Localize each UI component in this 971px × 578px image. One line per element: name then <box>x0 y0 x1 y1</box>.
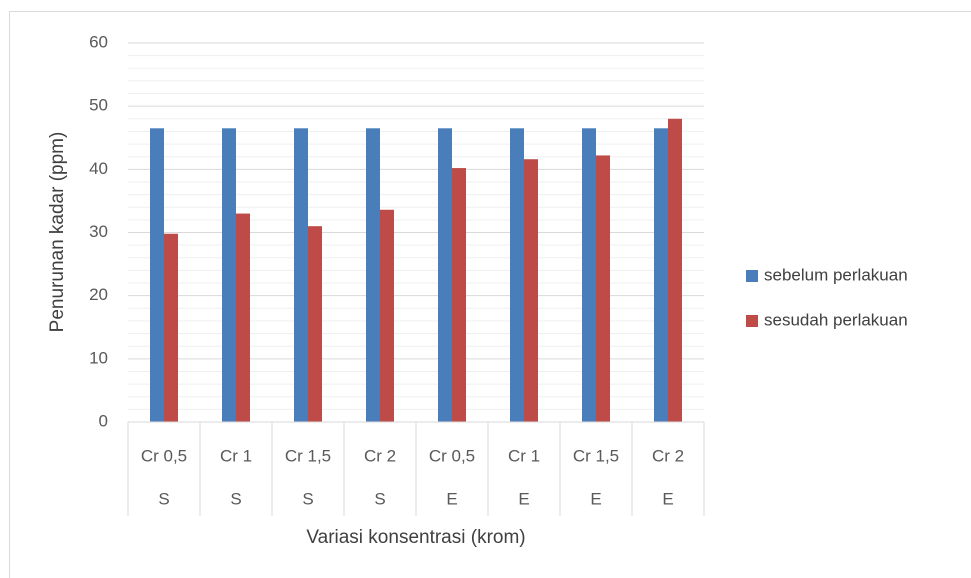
bar-sebelum <box>438 128 452 422</box>
bar-sesudah <box>380 209 394 422</box>
bar-sesudah <box>164 233 178 422</box>
x-group-label: S <box>230 489 241 508</box>
y-tick-label: 20 <box>89 285 108 304</box>
x-group-label: E <box>590 489 601 508</box>
bar-sebelum <box>654 128 668 422</box>
bar-sesudah <box>668 118 682 423</box>
legend: sebelum perlakuan sesudah perlakuan <box>746 265 908 329</box>
bar-sebelum <box>366 128 380 422</box>
bar-sesudah <box>524 159 538 422</box>
chart-frame <box>9 11 971 578</box>
legend-label: sesudah perlakuan <box>764 310 908 329</box>
y-axis-ticks: 0 10 20 30 40 50 60 <box>89 32 108 430</box>
x-group-label: S <box>158 489 169 508</box>
x-group-label: E <box>446 489 457 508</box>
bar-sesudah <box>452 168 466 422</box>
x-tick-label: Cr 1,5 <box>573 446 619 465</box>
bar-sesudah <box>236 213 250 422</box>
x-tick-label: Cr 0,5 <box>429 446 475 465</box>
y-tick-label: 60 <box>89 32 108 51</box>
bar-sesudah <box>596 155 610 423</box>
x-tick-label: Cr 2 <box>652 446 684 465</box>
legend-swatch <box>746 315 758 327</box>
y-tick-label: 50 <box>89 96 108 115</box>
y-tick-label: 40 <box>89 159 108 178</box>
bar-sebelum <box>222 128 236 422</box>
bar-sebelum <box>150 128 164 422</box>
bar-sebelum <box>294 128 308 422</box>
y-axis-label: Penurunan kadar (ppm) <box>47 132 68 333</box>
x-axis: Cr 0,5 S Cr 1 S Cr 1,5 S Cr 2 S Cr 0,5 E Cr 1 E Cr 1… <box>127 421 705 516</box>
legend-label: sebelum perlakuan <box>764 265 908 284</box>
x-tick-label: Cr 1 <box>508 446 540 465</box>
x-group-label: E <box>518 489 529 508</box>
x-tick-label: Cr 2 <box>364 446 396 465</box>
legend-swatch <box>746 270 758 282</box>
y-tick-label: 10 <box>89 348 108 367</box>
bar-sebelum <box>582 128 596 422</box>
x-group-label: E <box>662 489 673 508</box>
x-tick-label: Cr 1,5 <box>285 446 331 465</box>
y-tick-label: 0 <box>99 411 108 430</box>
bar-sebelum <box>510 128 524 422</box>
x-tick-label: Cr 1 <box>220 446 252 465</box>
bar-sesudah <box>308 226 322 422</box>
bars <box>150 118 682 423</box>
gridlines <box>128 42 704 410</box>
x-tick-label: Cr 0,5 <box>141 446 187 465</box>
x-axis-label: Variasi konsentrasi (krom) <box>306 527 525 548</box>
y-tick-label: 30 <box>89 222 108 241</box>
x-group-label: S <box>374 489 385 508</box>
x-group-label: S <box>302 489 313 508</box>
